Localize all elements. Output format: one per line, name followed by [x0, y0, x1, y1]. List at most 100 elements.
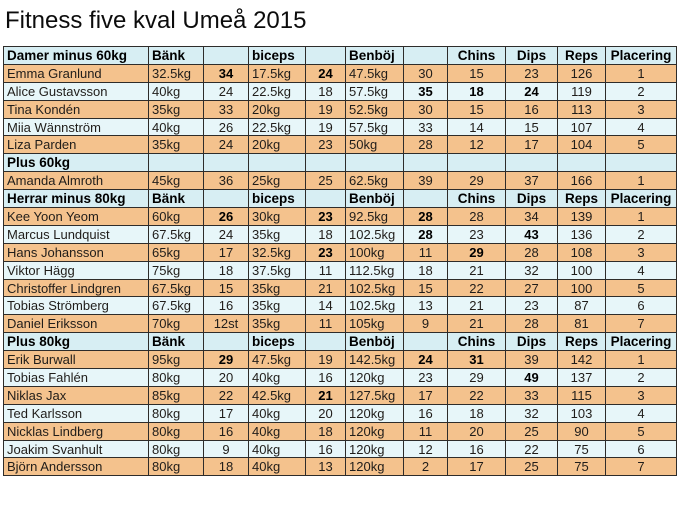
table-cell: 26	[203, 117, 249, 137]
section-header-row: Herrar minus 80kg Bänk biceps Benböj Chins Di…	[3, 189, 677, 209]
table-cell: 2	[605, 81, 677, 101]
table-cell	[305, 153, 346, 173]
table-cell: 14	[447, 117, 506, 137]
table-cell: 35kg	[148, 99, 204, 119]
table-cell: 21	[305, 278, 346, 298]
table-cell: 21	[447, 314, 506, 334]
table-cell	[505, 153, 558, 173]
table-cell: Nicklas Lindberg	[3, 421, 149, 441]
table-cell: 4	[605, 403, 677, 423]
table-cell: Hans Johansson	[3, 242, 149, 262]
table-cell: 35kg	[248, 296, 306, 316]
table-cell: 3	[605, 385, 677, 405]
table-cell: 39	[505, 350, 558, 370]
table-cell: Bänk	[148, 189, 204, 209]
table-cell: Placering	[605, 189, 677, 209]
table-cell: biceps	[248, 46, 306, 65]
table-cell: 120kg	[345, 439, 404, 459]
table-cell: 16	[203, 421, 249, 441]
table-cell: 35	[403, 81, 448, 101]
table-cell: 24	[203, 135, 249, 155]
table-cell: 12st	[203, 314, 249, 334]
table-cell: 17.5kg	[248, 63, 306, 83]
table-cell: 23	[447, 224, 506, 244]
table-cell: 52.5kg	[345, 99, 404, 119]
table-cell: 100	[557, 260, 606, 280]
table-row: Ted Karlsson 80kg 17 40kg 20 120kg 16 18 32 103 4	[3, 403, 677, 423]
table-cell: 13	[305, 457, 346, 477]
table-cell: Liza Parden	[3, 135, 149, 155]
table-cell: 15	[447, 63, 506, 83]
table-cell	[148, 153, 204, 173]
table-cell: 19	[305, 99, 346, 119]
table-cell	[203, 189, 249, 209]
table-cell: 32	[505, 260, 558, 280]
table-cell: 16	[305, 368, 346, 387]
table-cell: 40kg	[248, 421, 306, 441]
table-cell: 49	[505, 368, 558, 387]
table-row: Tina Kondén 35kg 33 20kg 19 52.5kg 30 15 16 113 3	[3, 99, 677, 119]
table-cell: 113	[557, 99, 606, 119]
table-cell: 25	[505, 457, 558, 477]
table-cell	[203, 153, 249, 173]
table-cell	[403, 153, 448, 173]
table-cell: 80kg	[148, 421, 204, 441]
table-cell: 80kg	[148, 368, 204, 387]
table-cell: 18	[203, 457, 249, 477]
table-cell: Chins	[447, 332, 506, 352]
table-cell: 12	[447, 135, 506, 155]
table-cell: 80kg	[148, 439, 204, 459]
table-cell: 24	[203, 81, 249, 101]
table-cell: 75kg	[148, 260, 204, 280]
table-cell: 26	[203, 207, 249, 226]
table-cell: 20	[203, 368, 249, 387]
table-cell: 11	[305, 314, 346, 334]
table-cell: 3	[605, 242, 677, 262]
table-cell: 42.5kg	[248, 385, 306, 405]
table-cell: 14	[305, 296, 346, 316]
table-cell: 1	[605, 207, 677, 226]
table-cell: 18	[447, 403, 506, 423]
table-cell: 17	[203, 242, 249, 262]
table-cell: 120kg	[345, 368, 404, 387]
table-cell: 34	[203, 63, 249, 83]
table-cell: 142.5kg	[345, 350, 404, 370]
table-cell: 28	[403, 207, 448, 226]
table-cell: 16	[403, 403, 448, 423]
table-cell: 11	[403, 242, 448, 262]
table-cell: Tobias Strömberg	[3, 296, 149, 316]
table-cell: 80kg	[148, 403, 204, 423]
table-cell: 29	[447, 171, 506, 191]
table-cell: 21	[447, 296, 506, 316]
table-cell: 16	[505, 99, 558, 119]
table-cell: 17	[203, 403, 249, 423]
table-cell: 102.5kg	[345, 278, 404, 298]
table-cell: 15	[403, 278, 448, 298]
table-cell: 29	[447, 368, 506, 387]
table-cell: Daniel Eriksson	[3, 314, 149, 334]
table-cell: 36	[203, 171, 249, 191]
table-cell: 1	[605, 63, 677, 83]
table-cell: Placering	[605, 46, 677, 65]
table-cell: 23	[305, 207, 346, 226]
table-cell: 102.5kg	[345, 224, 404, 244]
table-cell: Herrar minus 80kg	[3, 189, 149, 209]
table-cell: Reps	[557, 189, 606, 209]
table-cell: 102.5kg	[345, 296, 404, 316]
table-cell: 112.5kg	[345, 260, 404, 280]
table-row: Liza Parden 35kg 24 20kg 23 50kg 28 12 17 104 5	[3, 135, 677, 155]
table-cell: 87	[557, 296, 606, 316]
table-cell: 100kg	[345, 242, 404, 262]
table-cell: 32.5kg	[148, 63, 204, 83]
table-row: Joakim Svanhult 80kg 9 40kg 16 120kg 12 16 22 75 6	[3, 439, 677, 459]
table-cell: 57.5kg	[345, 117, 404, 137]
table-cell: 17	[403, 385, 448, 405]
table-cell: 30kg	[248, 207, 306, 226]
table-cell: Alice Gustavsson	[3, 81, 149, 101]
table-cell: 5	[605, 135, 677, 155]
table-row: Viktor Hägg 75kg 18 37.5kg 11 112.5kg 18 21 32 10…	[3, 260, 677, 280]
table-cell: Benböj	[345, 46, 404, 65]
section-header-row: Plus 60kg	[3, 153, 677, 173]
table-cell: Emma Granlund	[3, 63, 149, 83]
table-cell: Damer minus 60kg	[3, 46, 149, 65]
